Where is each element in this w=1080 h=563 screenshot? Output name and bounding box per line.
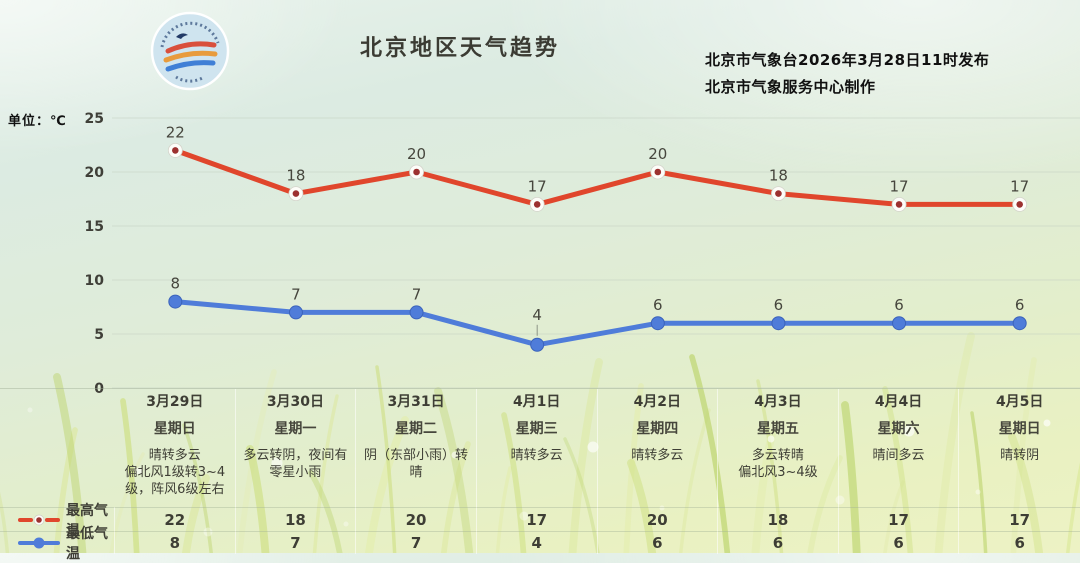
min-temp-marker <box>288 305 303 320</box>
page-title: 北京地区天气趋势 <box>359 36 560 61</box>
min-temp-marker <box>892 316 907 331</box>
table-weekday-cell: 星期三 <box>477 413 598 442</box>
max-temp-marker-core <box>413 168 420 176</box>
data-label: 17 <box>1010 177 1029 195</box>
table-low-temp-cell: 7 <box>356 531 477 554</box>
max-temp-marker-core <box>292 190 300 197</box>
min-temp-marker <box>409 305 424 320</box>
min-temp-line <box>172 299 1023 348</box>
table-weekday-cell: 星期一 <box>236 413 357 442</box>
publisher-info: 北京市气象台2026年3月28日11时发布 北京市气象服务中心制作 <box>705 47 989 101</box>
unit-label: 单位：℃ <box>8 114 67 129</box>
table-high-temp-cell: 18 <box>718 507 839 531</box>
data-label: 6 <box>894 296 904 314</box>
table-high-temp-cell: 22 <box>115 507 236 531</box>
table-high-temp-cell: 17 <box>838 507 960 531</box>
table-high-temp-cell: 20 <box>356 507 477 531</box>
max-temp-marker-core <box>533 201 541 208</box>
table-date-cell: 3月31日 <box>356 389 477 413</box>
table-weather-cell: 晴转阴 <box>1000 448 1040 463</box>
beijing-meteorological-service-logo <box>150 11 230 91</box>
table-weather-cell: 多云转晴 偏北风3~4级 <box>718 442 839 507</box>
min-temp-marker <box>650 316 665 331</box>
table-date-cell: 4月2日 <box>598 389 719 413</box>
y-axis-tick-label: 0 <box>94 381 104 397</box>
table-low-temp-cell: 7 <box>235 531 357 554</box>
data-label: 18 <box>286 167 305 185</box>
table-weekday-cell: 星期日 <box>998 420 1041 437</box>
max-temp-marker-core <box>895 201 903 208</box>
table-high-temp-cell: 17 <box>476 507 598 531</box>
table-date-cell: 3月30日 <box>236 389 357 413</box>
min-temp-marker <box>168 294 183 309</box>
y-axis-tick-label: 15 <box>85 219 104 235</box>
table-weather-cell: 晴转多云 偏北风1级转3~4级，阵风6级左右 <box>115 442 236 507</box>
min-temp-legend-icon <box>18 537 60 549</box>
table-low-temp-cell: 4 <box>476 531 598 554</box>
table-high-temp-cell: 17 <box>959 507 1080 531</box>
data-label: 6 <box>1015 296 1025 314</box>
publisher-line-1: 北京市气象台2026年3月28日11时发布 <box>705 51 990 69</box>
table-weather-cell: 阴（东部小雨）转晴 <box>356 442 477 507</box>
max-temp-marker-core <box>172 147 179 154</box>
y-axis-tick-label: 25 <box>85 111 104 127</box>
y-axis-tick-label: 5 <box>94 327 104 343</box>
data-label: 17 <box>890 177 909 195</box>
data-label: 22 <box>166 123 185 141</box>
data-label: 8 <box>171 275 181 293</box>
table-weather-cell: 晴转多云 <box>477 442 598 507</box>
max-temp-legend-icon <box>18 514 60 525</box>
min-temp-marker <box>1012 316 1027 331</box>
table-weekday-cell: 星期五 <box>718 413 839 442</box>
table-low-temp-cell: 6 <box>597 531 719 554</box>
legend-min-temp: 最低气温 <box>0 526 115 562</box>
min-temp-marker <box>530 337 545 352</box>
table-date-cell: 4月5日 <box>995 394 1044 410</box>
data-label: 6 <box>774 296 784 314</box>
table-weekday-cell: 星期六 <box>839 413 960 442</box>
table-weather-cell: 晴转多云 <box>598 442 719 507</box>
table-weekday-cell: 星期四 <box>598 413 719 442</box>
max-temp-marker-core <box>654 168 662 176</box>
data-label: 17 <box>528 177 547 195</box>
table-low-temp-cell: 6 <box>959 531 1080 554</box>
data-label: 18 <box>769 167 788 185</box>
publisher-line-2: 北京市气象服务中心制作 <box>705 78 876 96</box>
data-label: 20 <box>407 145 426 163</box>
y-axis-tick-label: 10 <box>85 273 105 289</box>
legend-max-temp: 最高气温 <box>0 503 115 539</box>
data-label: 7 <box>412 285 422 303</box>
data-label: 6 <box>653 296 663 314</box>
table-weather-cell: 多云转阴，夜间有零星小雨 <box>236 442 357 507</box>
legend-label: 最高气温 <box>66 502 108 539</box>
table-weekday-cell: 星期二 <box>356 413 477 442</box>
forecast-table: 最高气温 最低气温 3月29日 星期日 晴转多云 偏北风1级转3~4级，阵风6级左右 22… <box>0 388 1080 562</box>
table-date-cell: 4月1日 <box>477 389 598 413</box>
table-weather-cell: 晴间多云 <box>839 442 960 507</box>
table-low-temp-cell: 8 <box>115 531 236 554</box>
table-date-cell: 4月4日 <box>839 389 960 413</box>
table-weekday-cell: 星期日 <box>115 413 236 442</box>
max-temp-line <box>172 147 1023 207</box>
table-low-temp-cell: 6 <box>838 531 960 554</box>
data-label: 20 <box>648 145 667 163</box>
y-axis-tick-label: 20 <box>85 165 105 181</box>
table-date-cell: 4月3日 <box>718 389 839 413</box>
table-high-temp-cell: 18 <box>235 507 357 531</box>
max-temp-marker-core <box>775 190 782 197</box>
max-temp-marker-core <box>1016 201 1023 208</box>
data-label: 7 <box>291 285 301 303</box>
legend-label: 最低气温 <box>66 526 108 562</box>
table-date-cell: 3月29日 <box>115 389 236 413</box>
table-low-temp-cell: 6 <box>718 531 839 554</box>
data-label: 4 <box>532 306 542 324</box>
min-temp-marker <box>771 316 786 331</box>
table-high-temp-cell: 20 <box>597 507 719 531</box>
